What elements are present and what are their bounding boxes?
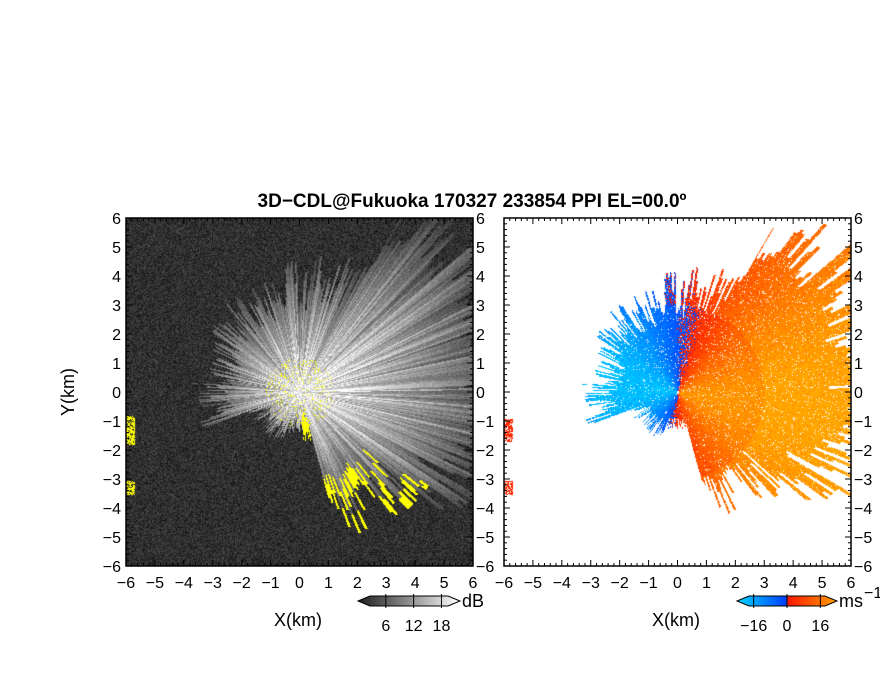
x-tick-label: −3	[204, 575, 222, 592]
y-tick-label-right: 5	[854, 240, 863, 257]
velocity-colorbar: −16 0 16 ms −1	[735, 585, 880, 635]
x-tick-label: 5	[818, 575, 827, 592]
velocity-axis-ticks	[503, 217, 852, 567]
y-tick-label-right: −2	[854, 443, 872, 460]
x-tick-label: 4	[411, 575, 420, 592]
y-tick-label-right: −6	[476, 559, 494, 576]
x-tick-label: −6	[495, 575, 513, 592]
chart-title: 3D−CDL@Fukuoka 170327 233854 PPI EL=00.0…	[258, 191, 687, 212]
x-tick-label: −2	[611, 575, 629, 592]
x-tick-label: 5	[440, 575, 449, 592]
y-tick-label: 4	[112, 269, 121, 286]
x-tick-label: 4	[789, 575, 798, 592]
snr-y-axis-label: Y(km)	[58, 368, 78, 416]
y-tick-label-right: −6	[854, 559, 872, 576]
y-tick-label: −1	[103, 414, 121, 431]
y-tick-label-right: −3	[854, 472, 872, 489]
velocity-heatmap-image	[504, 218, 851, 566]
x-tick-label: −3	[582, 575, 600, 592]
snr-panel: −6 −5 −4 −3 −2 −1 0 1 2 3 4 5 6 6543210−1−2−3−4−5−6 …	[58, 211, 494, 635]
colorbar-tick-label: 18	[433, 618, 451, 635]
y-tick-label-right: −5	[854, 530, 872, 547]
y-tick-label: −2	[103, 443, 121, 460]
colorbar-tick-label: −16	[740, 618, 767, 635]
x-tick-label: −2	[233, 575, 251, 592]
y-tick-label-right: −4	[854, 501, 872, 518]
y-tick-label: −5	[103, 530, 121, 547]
colorbar-tick-label: 6	[381, 618, 390, 635]
x-tick-label: −5	[146, 575, 164, 592]
y-tick-label-right: 2	[854, 327, 863, 344]
x-tick-label: −4	[553, 575, 571, 592]
x-tick-label: 0	[673, 575, 682, 592]
y-tick-label: −3	[103, 472, 121, 489]
snr-heatmap-image	[126, 218, 473, 566]
colorbar-tick-label: 12	[405, 618, 423, 635]
x-tick-label: 6	[469, 575, 478, 592]
y-tick-label: 5	[112, 240, 121, 257]
velocity-panel: −6 −5 −4 −3 −2 −1 0 1 2 3 4 5 6 6543210−1−2−3−4−5−6 …	[495, 211, 880, 635]
y-tick-label-right: 6	[854, 211, 863, 228]
y-tick-label: 3	[112, 298, 121, 315]
y-tick-label-right: 6	[476, 211, 485, 228]
y-tick-label-right: 0	[476, 385, 485, 402]
snr-y-tick-labels-right: 6 5 4 3 2 1 0 −1 −2 −3 −4 −5 −6	[476, 211, 494, 576]
velocity-x-tick-labels: −6 −5 −4 −3 −2 −1 0 1 2 3 4 5 6	[495, 575, 856, 592]
y-tick-label: −4	[103, 501, 121, 518]
x-tick-label: −4	[175, 575, 193, 592]
snr-y-tick-labels: 6 5 4 3 2 1 0 −1 −2 −3 −4 −5 −6	[103, 211, 121, 576]
velocity-colorbar-ticks: −16 0 16	[740, 594, 829, 635]
x-tick-label: 1	[324, 575, 333, 592]
snr-colorbar-unit: dB	[462, 591, 484, 611]
y-tick-label-right: 0	[854, 385, 863, 402]
y-tick-label-right: 1	[476, 356, 485, 373]
y-tick-label-right: −2	[476, 443, 494, 460]
y-tick-label-right: 3	[854, 298, 863, 315]
velocity-y-tick-labels-right: 6 5 4 3 2 1 0 −1 −2 −3 −4 −5 −6	[854, 211, 872, 576]
snr-x-tick-labels: −6 −5 −4 −3 −2 −1 0 1 2 3 4 5 6	[117, 575, 478, 592]
snr-colorbar-ticks: 6 12 18	[381, 594, 450, 635]
y-tick-label-right: −1	[854, 414, 872, 431]
snr-colorbar: 6 12 18 dB	[356, 591, 484, 635]
velocity-colorbar-unit-exponent: −1	[864, 585, 880, 602]
y-tick-label: 0	[112, 385, 121, 402]
x-tick-label: −1	[261, 575, 279, 592]
y-tick-label-right: −5	[476, 530, 494, 547]
colorbar-tick-label: 16	[811, 618, 829, 635]
x-tick-label: 0	[295, 575, 304, 592]
velocity-colorbar-unit: ms	[839, 591, 863, 611]
x-tick-label: 3	[760, 575, 769, 592]
y-tick-label-right: −4	[476, 501, 494, 518]
snr-x-axis-label: X(km)	[274, 610, 322, 630]
y-tick-label-right: −1	[476, 414, 494, 431]
x-tick-label: −1	[639, 575, 657, 592]
y-tick-label-right: 3	[476, 298, 485, 315]
y-tick-label-right: 1	[854, 356, 863, 373]
y-tick-label-right: −3	[476, 472, 494, 489]
colorbar-tick-label: 0	[783, 618, 792, 635]
velocity-x-axis-label: X(km)	[652, 610, 700, 630]
y-tick-label-right: 5	[476, 240, 485, 257]
y-tick-label: 6	[112, 211, 121, 228]
y-tick-label-right: 2	[476, 327, 485, 344]
snr-axis-ticks	[125, 217, 474, 567]
x-tick-label: 2	[731, 575, 740, 592]
y-tick-label-right: 4	[854, 269, 863, 286]
x-tick-label: 3	[382, 575, 391, 592]
y-tick-label: 2	[112, 327, 121, 344]
x-tick-label: −5	[524, 575, 542, 592]
y-tick-label: −6	[103, 559, 121, 576]
x-tick-label: −6	[117, 575, 135, 592]
x-tick-label: 1	[702, 575, 711, 592]
y-tick-label-right: 4	[476, 269, 485, 286]
snr-colorbar-bar	[356, 595, 462, 607]
y-tick-label: 1	[112, 356, 121, 373]
x-tick-label: 2	[353, 575, 362, 592]
x-tick-label: 6	[847, 575, 856, 592]
